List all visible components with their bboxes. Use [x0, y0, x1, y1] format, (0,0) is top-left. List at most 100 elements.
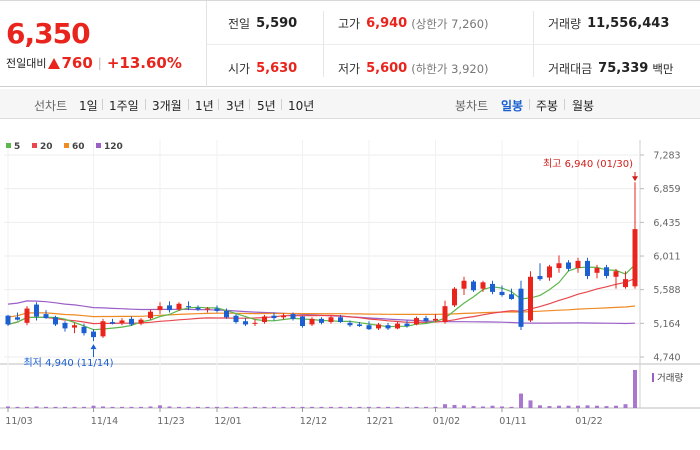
y-tick-label: 5,164: [653, 319, 680, 330]
period-1y[interactable]: 1년: [195, 99, 214, 113]
toolbar-divider: [564, 99, 565, 110]
x-tick-label: 01/02: [433, 416, 460, 427]
legend-label: 5: [14, 142, 20, 152]
volume-bar: [433, 406, 438, 408]
volume-bar: [300, 406, 305, 408]
volume-bar: [234, 406, 238, 408]
candle-body: [110, 322, 115, 324]
volume-bar: [15, 406, 20, 408]
candle-body: [385, 325, 391, 329]
y-tick-label: 7,283: [653, 151, 680, 162]
current-price: 6,350: [6, 17, 91, 50]
candle-body: [623, 279, 628, 288]
candle-body: [632, 229, 638, 287]
volume-bar: [25, 406, 29, 408]
change-percent: +13.60%: [106, 54, 182, 72]
amount-label: 거래대금: [548, 62, 593, 76]
change-row: 전일대비 760 | +13.60%: [6, 54, 182, 72]
candle-body: [518, 288, 524, 327]
volume-bar: [101, 406, 105, 408]
volume-legend-swatch: [652, 373, 654, 382]
candle-monthly[interactable]: 월봉: [572, 99, 595, 113]
volume-bar: [310, 406, 314, 408]
legend-swatch: [32, 143, 37, 148]
candle-body: [509, 294, 514, 300]
candle-body: [271, 315, 277, 319]
chart-toolbar: 선차트 1일 1주일 3개월 1년 3년 5년 10년 봉차트 일봉 주봉 월봉: [0, 89, 700, 119]
x-tick-label: 01/11: [499, 416, 526, 427]
chart-background: [4, 140, 700, 364]
period-3y[interactable]: 3년: [226, 99, 245, 113]
volume-bar: [215, 406, 219, 408]
volume-label: 거래량: [657, 372, 683, 384]
high-arrow-head: [632, 176, 638, 182]
volume-bar: [253, 406, 257, 408]
candle-weekly[interactable]: 주봉: [536, 99, 559, 113]
candle-body: [281, 315, 286, 318]
candle-body: [15, 317, 20, 320]
candle-body: [528, 276, 533, 321]
volume-bar: [44, 406, 48, 408]
candle-body: [376, 324, 381, 329]
volume-bar: [604, 406, 609, 408]
candle-body: [205, 308, 210, 310]
candle-body: [594, 268, 600, 273]
volume-bar: [452, 404, 457, 408]
candle-body: [186, 306, 191, 308]
candle-daily[interactable]: 일봉: [501, 99, 524, 113]
volume-bar: [547, 406, 552, 408]
volume-bar: [72, 406, 77, 408]
volume-bar: [528, 400, 533, 408]
candle-body: [471, 281, 476, 291]
volume-bar: [566, 405, 571, 408]
volume-bar: [376, 406, 381, 408]
candle-body: [72, 325, 77, 328]
candle-body: [585, 260, 590, 276]
candle-body: [148, 311, 153, 319]
period-1w[interactable]: 1주일: [109, 99, 139, 113]
candle-body: [566, 262, 571, 269]
period-5y[interactable]: 5년: [257, 99, 276, 113]
volume-bar: [614, 405, 618, 408]
amount-value: 75,339: [598, 61, 649, 76]
change-value: 760: [61, 54, 93, 72]
candle-body: [338, 317, 343, 323]
volume-bar: [82, 406, 86, 408]
candle-body: [414, 318, 419, 325]
open-label: 시가: [228, 62, 251, 76]
volume-bar: [158, 405, 162, 408]
volume-bar: [348, 406, 352, 408]
volume-bar: [481, 406, 485, 408]
candle-body: [404, 323, 410, 327]
candle-body: [442, 306, 448, 323]
prev-close-value: 5,590: [256, 16, 298, 31]
volume-bar: [243, 406, 248, 408]
candle-body: [233, 315, 239, 323]
candle-body: [262, 316, 267, 323]
candle-body: [309, 318, 315, 325]
volume-bar: [538, 405, 542, 408]
volume-bar: [148, 406, 153, 408]
period-1d[interactable]: 1일: [79, 99, 98, 113]
volume-bar: [424, 406, 428, 408]
candle-body: [547, 266, 552, 278]
candle-body: [575, 260, 581, 269]
candle-body: [490, 283, 495, 292]
volume-bar: [319, 406, 324, 408]
volume-bar: [262, 406, 267, 408]
toolbar-divider: [188, 99, 189, 110]
candle-body: [24, 308, 30, 323]
toolbar-divider: [529, 99, 530, 110]
x-tick-label: 12/01: [214, 416, 241, 427]
period-10y[interactable]: 10년: [288, 99, 315, 113]
candle-body: [613, 271, 619, 277]
volume-bar: [585, 405, 590, 408]
line-chart-label: 선차트: [34, 99, 68, 113]
volume-bar: [34, 406, 39, 408]
candle-body: [43, 314, 49, 319]
volume-bar: [224, 406, 229, 408]
period-3m[interactable]: 3개월: [152, 99, 182, 113]
candle-body: [499, 291, 505, 296]
volume-bar: [595, 405, 599, 408]
